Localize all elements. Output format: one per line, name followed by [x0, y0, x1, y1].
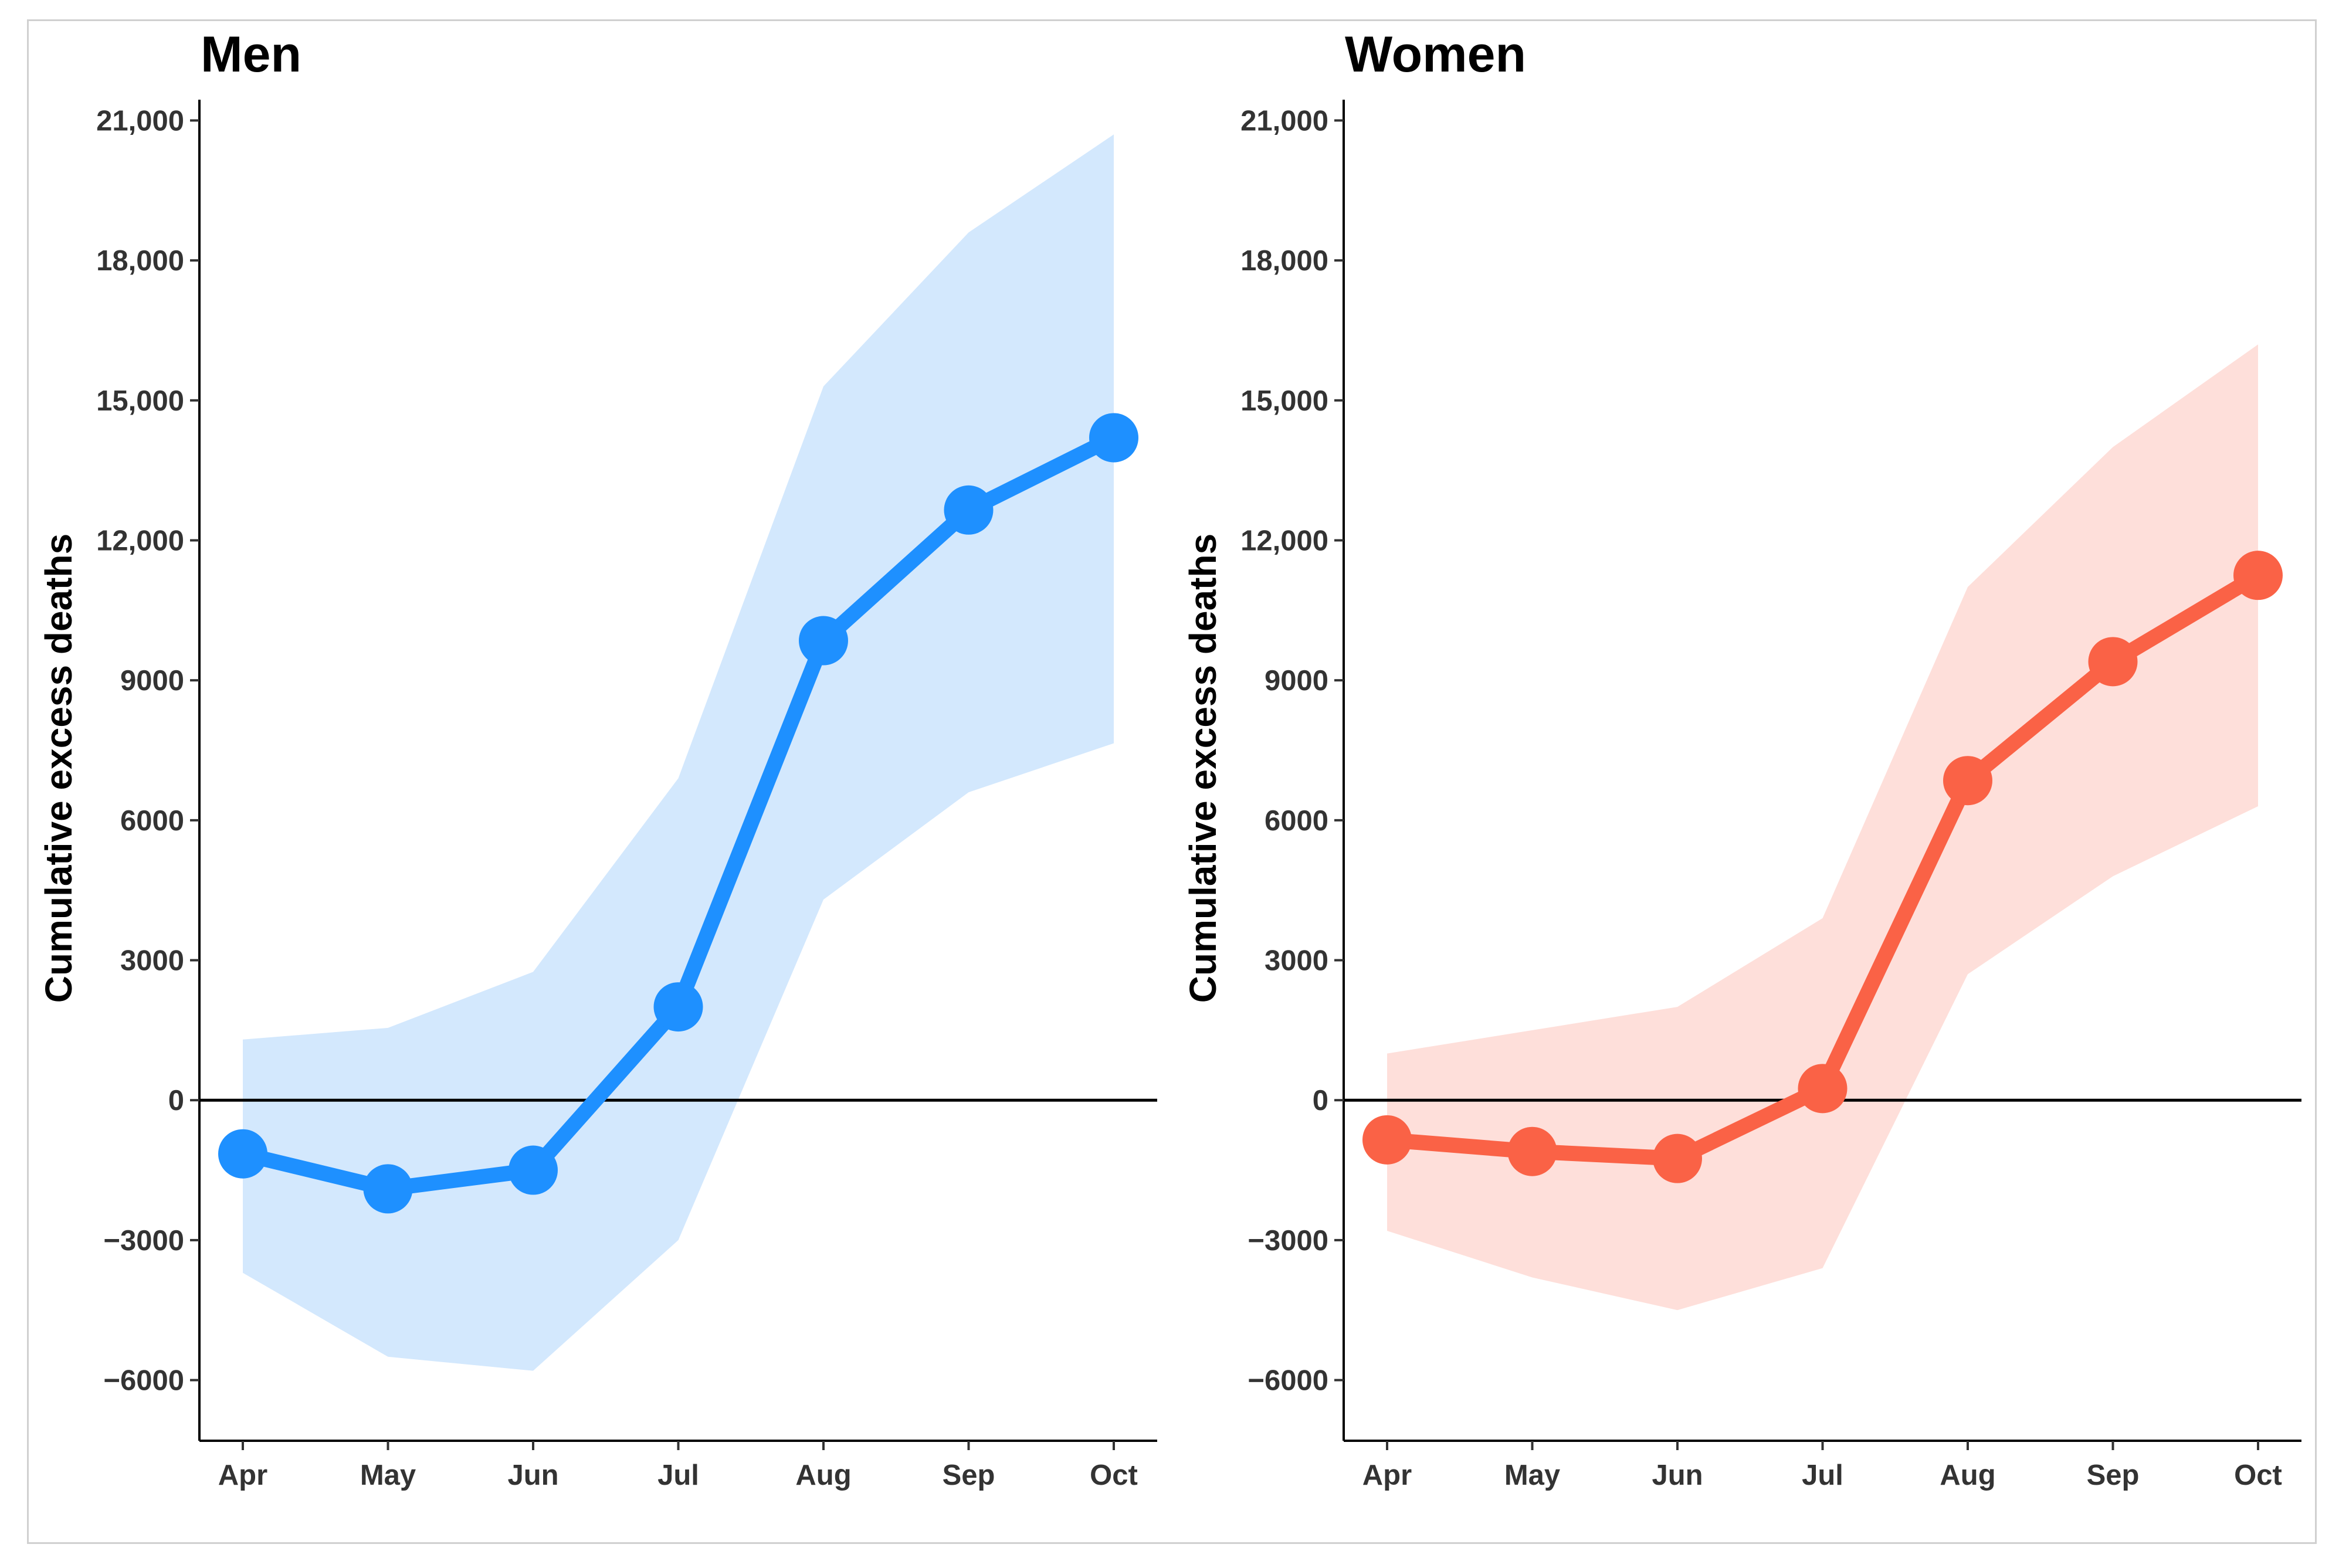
y-tick-label: 0: [1313, 1085, 1328, 1116]
data-point: [1089, 413, 1138, 463]
y-tick-label: 9000: [1265, 665, 1328, 697]
x-tick-label: Jul: [657, 1460, 699, 1491]
y-tick-label: 6000: [120, 805, 184, 837]
y-tick-label: 21,000: [96, 105, 184, 137]
x-tick-label: Oct: [1090, 1460, 1138, 1491]
confidence-band: [243, 134, 1114, 1371]
y-tick-label: 15,000: [1240, 385, 1328, 417]
data-point: [2233, 551, 2283, 600]
data-point: [1653, 1133, 1702, 1183]
y-axis-label: Cumulative excess deaths: [1182, 534, 1224, 1003]
y-tick-label: 3000: [120, 945, 184, 977]
x-tick-label: Oct: [2234, 1460, 2282, 1491]
panel-men: Men Cumulative excess deaths −6000 −3000 0…: [38, 26, 1157, 1491]
y-tick-label: −3000: [1248, 1225, 1328, 1257]
x-tick-label: May: [360, 1460, 416, 1491]
x-tick-label: Jun: [507, 1460, 558, 1491]
panel-title: Women: [1345, 26, 1526, 83]
data-point: [218, 1129, 267, 1179]
x-tick-label: Apr: [1362, 1460, 1412, 1491]
y-tick-label: 0: [168, 1085, 184, 1116]
y-tick-label: 21,000: [1240, 105, 1328, 137]
y-tick-label: 18,000: [1240, 245, 1328, 277]
data-point: [799, 616, 848, 666]
x-tick-label: Aug: [1940, 1460, 1995, 1491]
data-point: [1943, 756, 1992, 806]
data-point: [653, 982, 703, 1032]
panel-women: Women Cumulative excess deaths −6000 −300…: [1182, 26, 2301, 1491]
y-axis-label: Cumulative excess deaths: [38, 534, 80, 1003]
y-tick-label: −3000: [103, 1225, 184, 1257]
data-point: [1507, 1126, 1557, 1176]
x-tick-label: Jul: [1802, 1460, 1843, 1491]
y-tick-label: 18,000: [96, 245, 184, 277]
y-tick-label: 15,000: [96, 385, 184, 417]
y-tick-label: 6000: [1265, 805, 1328, 837]
y-tick-label: −6000: [1248, 1365, 1328, 1397]
data-point: [1362, 1115, 1412, 1165]
y-tick-label: 12,000: [1240, 525, 1328, 556]
confidence-band: [1387, 344, 2258, 1311]
y-tick-label: 9000: [120, 665, 184, 697]
x-tick-label: Apr: [218, 1460, 267, 1491]
y-tick-label: 3000: [1265, 945, 1328, 977]
x-tick-label: May: [1504, 1460, 1560, 1491]
x-tick-label: Sep: [2087, 1460, 2140, 1491]
y-tick-label: 12,000: [96, 525, 184, 556]
x-tick-label: Aug: [795, 1460, 851, 1491]
data-point: [1798, 1064, 1848, 1114]
data-point: [944, 485, 994, 535]
x-tick-label: Jun: [1652, 1460, 1703, 1491]
data-point: [509, 1145, 558, 1195]
x-tick-label: Sep: [943, 1460, 995, 1491]
panel-title: Men: [201, 26, 301, 83]
data-point: [363, 1164, 413, 1214]
y-tick-label: −6000: [103, 1365, 184, 1397]
data-point: [2088, 637, 2138, 687]
